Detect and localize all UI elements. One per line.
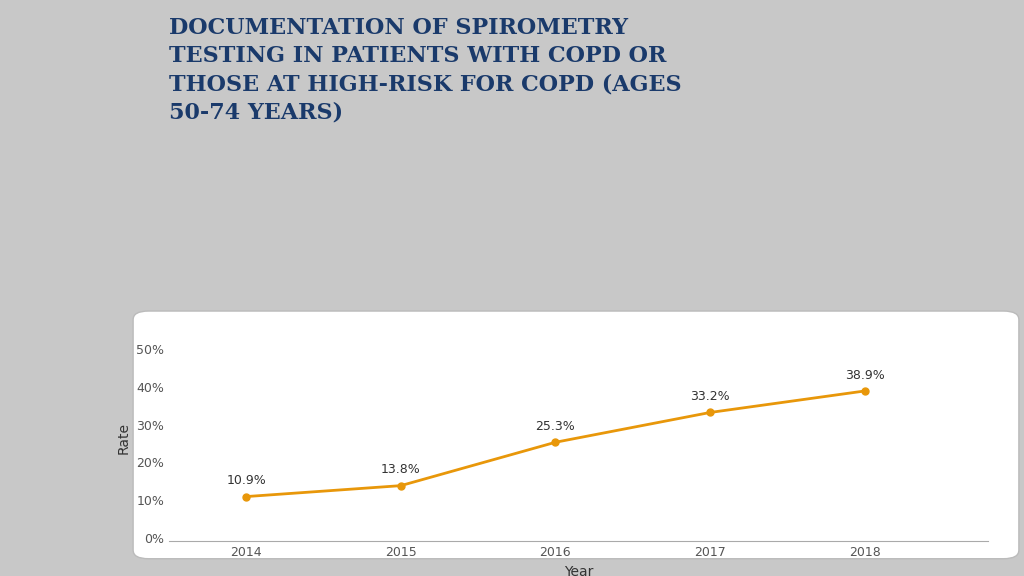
Text: DOCUMENTATION OF SPIROMETRY
TESTING IN PATIENTS WITH COPD OR
THOSE AT HIGH-RISK : DOCUMENTATION OF SPIROMETRY TESTING IN P… — [169, 17, 682, 123]
Text: 33.2%: 33.2% — [690, 390, 730, 403]
Text: 38.9%: 38.9% — [845, 369, 885, 381]
Text: 10.9%: 10.9% — [226, 474, 266, 487]
Y-axis label: Rate: Rate — [117, 422, 130, 454]
Text: 13.8%: 13.8% — [381, 463, 421, 476]
X-axis label: Year: Year — [564, 565, 593, 576]
Text: 25.3%: 25.3% — [536, 420, 575, 433]
